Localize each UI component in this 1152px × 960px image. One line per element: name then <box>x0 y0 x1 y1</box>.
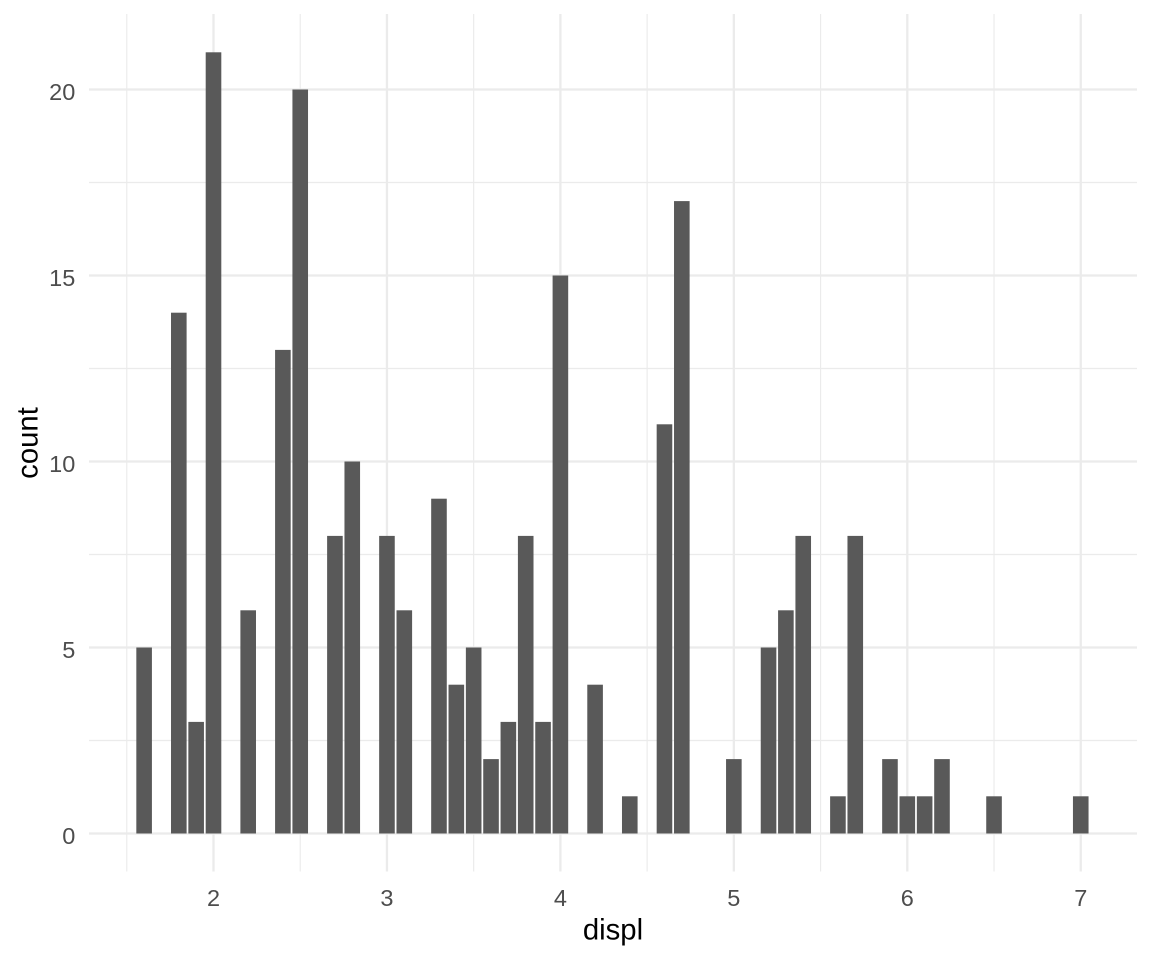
svg-text:4: 4 <box>554 885 567 911</box>
svg-text:15: 15 <box>49 265 75 291</box>
svg-text:count: count <box>12 407 45 479</box>
svg-text:3: 3 <box>380 885 393 911</box>
svg-text:displ: displ <box>583 914 643 947</box>
svg-text:5: 5 <box>62 637 75 663</box>
svg-text:5: 5 <box>727 885 740 911</box>
svg-text:6: 6 <box>901 885 914 911</box>
svg-text:10: 10 <box>49 451 75 477</box>
svg-text:0: 0 <box>62 823 75 849</box>
svg-text:2: 2 <box>207 885 220 911</box>
svg-text:7: 7 <box>1074 885 1087 911</box>
svg-text:20: 20 <box>49 79 75 105</box>
